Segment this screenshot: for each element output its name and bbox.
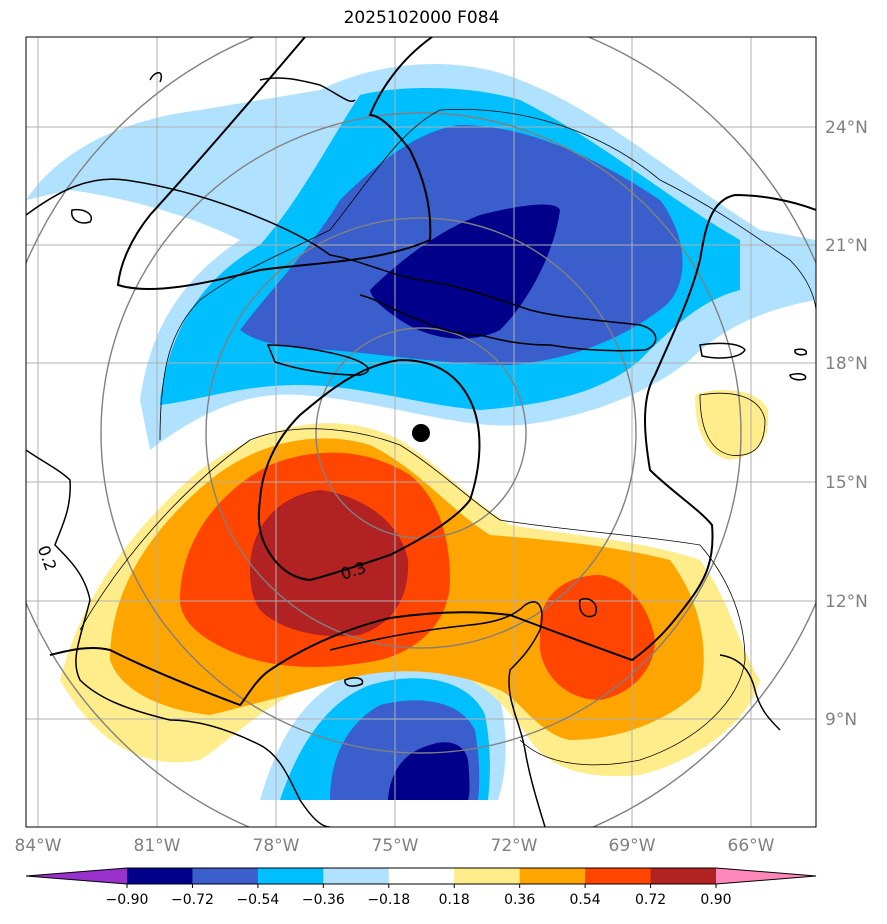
colorbar-tick-label: −0.72	[171, 892, 214, 908]
colorbar-segment	[519, 868, 586, 884]
colorbar-segment	[650, 868, 717, 884]
lat-label: 15°N	[825, 473, 868, 493]
map-plot-area: 0.3 0.2	[26, 37, 816, 827]
latitude-labels: 24°N 21°N 18°N 15°N 12°N 9°N	[825, 118, 868, 730]
colorbar: −0.90 −0.72 −0.54 −0.36 −0.18 0.18 0.36 0.54 0.7…	[25, 867, 817, 908]
storm-center-dot	[412, 424, 430, 442]
lon-label: 72°W	[491, 836, 538, 856]
thin-contours	[79, 109, 816, 766]
colorbar-segment	[257, 868, 324, 884]
colorbar-tick-label: 0.72	[635, 892, 666, 908]
longitude-labels: 84°W 81°W 78°W 75°W 72°W 69°W 66°W	[15, 836, 775, 856]
colorbar-tick-label: 0.90	[700, 892, 731, 908]
colorbar-segment	[585, 868, 652, 884]
lon-label: 75°W	[372, 836, 419, 856]
coastlines	[26, 72, 808, 827]
colorbar-segment	[192, 868, 259, 884]
map-frame	[25, 36, 817, 828]
lat-label: 24°N	[825, 118, 868, 138]
lat-label: 21°N	[825, 236, 868, 256]
colorbar-extend-high	[716, 868, 816, 884]
thick-contours	[49, 37, 816, 707]
colorbar-extend-low	[26, 868, 127, 884]
colorbar-tick-label: 0.36	[504, 892, 535, 908]
lon-label: 69°W	[609, 836, 656, 856]
colorbar-tick-label: −0.90	[106, 892, 149, 908]
lon-label: 66°W	[728, 836, 775, 856]
colorbar-tick-label: 0.18	[439, 892, 470, 908]
colorbar-tick-label: 0.54	[570, 892, 601, 908]
colorbar-segment	[388, 868, 455, 884]
lon-label: 84°W	[15, 836, 62, 856]
colorbar-tick-label: −0.18	[367, 892, 410, 908]
lat-label: 18°N	[825, 354, 868, 374]
lat-label: 12°N	[825, 592, 868, 612]
negative-anomaly-shading	[26, 63, 816, 800]
map-title: 2025102000 F084	[343, 8, 500, 28]
colorbar-tick-label: −0.54	[236, 892, 279, 908]
colorbar-tick-label: −0.36	[302, 892, 345, 908]
colorbar-segment	[127, 868, 193, 884]
lon-label: 81°W	[134, 836, 181, 856]
colorbar-segment	[454, 868, 521, 884]
range-rings	[26, 37, 816, 827]
lat-label: 9°N	[825, 710, 857, 730]
lon-label: 78°W	[253, 836, 300, 856]
colorbar-segment	[323, 868, 390, 884]
